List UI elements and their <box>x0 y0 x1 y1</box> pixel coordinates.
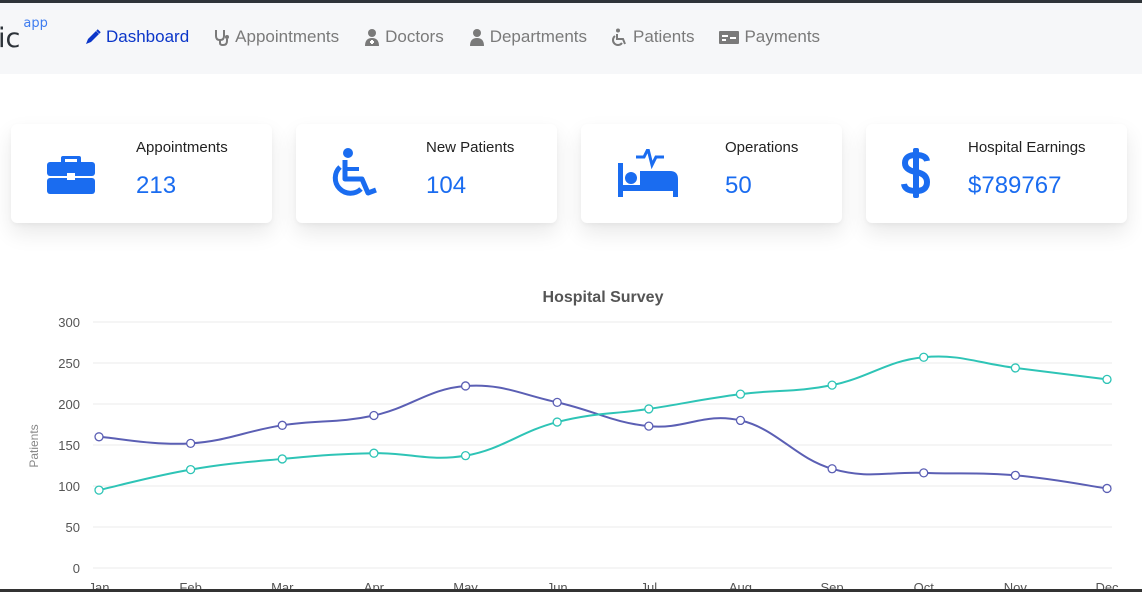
stat-value: $789767 <box>968 172 1062 199</box>
nav-label: Departments <box>489 27 588 46</box>
data-point <box>369 448 379 458</box>
stat-label: Operations <box>725 139 799 156</box>
data-point <box>644 404 654 414</box>
data-point <box>919 468 929 478</box>
briefcase-icon <box>47 156 95 194</box>
top-navbar: ic app Dashboard Appointments Doctors Dep… <box>0 0 1142 74</box>
doctor-icon <box>365 29 380 46</box>
main-nav: Dashboard Appointments Doctors Departmen… <box>84 23 820 51</box>
data-point <box>277 420 287 430</box>
data-point <box>185 464 196 475</box>
data-point <box>735 389 746 399</box>
brand-sup: app <box>23 16 48 31</box>
stethoscope-icon <box>215 30 230 46</box>
data-point <box>552 417 562 427</box>
bottom-border <box>0 589 1142 592</box>
y-tick-label: 200 <box>58 397 80 412</box>
nav-item-departments[interactable]: Departments <box>468 23 587 51</box>
nav-label: Doctors <box>385 27 444 46</box>
nav-label: Appointments <box>235 27 340 46</box>
nav-item-dashboard[interactable]: Dashboard <box>84 23 189 51</box>
wheelchair-icon <box>612 28 626 46</box>
data-point <box>1010 470 1021 480</box>
nav-item-payments[interactable]: Payments <box>718 23 820 51</box>
data-point <box>460 381 471 391</box>
hospital-bed-icon <box>618 149 678 197</box>
hospital-survey-chart: Hospital Survey Patients 0 50 100 150 200 250… <box>0 270 1142 595</box>
y-tick-label: 50 <box>66 520 80 535</box>
data-point <box>1102 374 1112 385</box>
data-point <box>369 410 379 421</box>
data-point <box>919 352 929 362</box>
data-point <box>460 451 471 461</box>
y-tick-label: 250 <box>58 356 80 371</box>
payment-card-icon <box>719 31 740 44</box>
chart-title: Hospital Survey <box>543 289 664 306</box>
data-point <box>1010 363 1021 373</box>
dollar-icon <box>901 148 931 198</box>
nav-label: Dashboard <box>106 27 190 46</box>
chart-ylabel: Patients <box>27 424 41 467</box>
data-point <box>735 415 746 426</box>
nav-item-doctors[interactable]: Doctors <box>363 23 444 51</box>
data-point <box>827 464 837 474</box>
data-point <box>827 380 837 390</box>
brand-logo[interactable]: ic app <box>0 16 48 54</box>
stat-card-operations[interactable]: Operations 50 <box>581 124 842 223</box>
chart-y-axis: 0 50 100 150 200 250 300 <box>58 315 80 576</box>
pen-icon <box>86 29 101 44</box>
y-tick-label: 150 <box>58 438 80 453</box>
brand-text: ic <box>0 23 21 54</box>
y-tick-label: 300 <box>58 315 80 330</box>
stat-value: 213 <box>136 172 177 199</box>
chart-series <box>94 352 1112 495</box>
wheelchair-icon <box>332 148 377 196</box>
chart-grid <box>93 321 1112 569</box>
stat-card-appointments[interactable]: Appointments 213 <box>11 124 272 223</box>
series-line-2 <box>98 355 1108 492</box>
nav-label: Payments <box>744 27 821 46</box>
user-icon <box>469 29 484 46</box>
nav-item-appointments[interactable]: Appointments <box>213 23 339 51</box>
stat-value: 50 <box>725 172 752 199</box>
data-point <box>644 421 654 431</box>
chart-svg: Hospital Survey Patients 0 50 100 150 200 250… <box>27 289 1119 595</box>
stat-label: New Patients <box>426 139 515 156</box>
series-line-1 <box>98 384 1108 490</box>
data-point <box>94 485 104 495</box>
data-point <box>552 397 562 408</box>
stat-value: 104 <box>426 172 467 199</box>
data-point <box>185 438 196 449</box>
data-point <box>1102 483 1112 494</box>
data-point <box>94 432 104 442</box>
data-point <box>277 454 287 464</box>
y-tick-label: 0 <box>73 561 80 576</box>
nav-label: Patients <box>633 27 695 46</box>
stat-label: Hospital Earnings <box>968 139 1086 156</box>
stat-card-new-patients[interactable]: New Patients 104 <box>296 124 557 223</box>
stat-card-hospital-earnings[interactable]: Hospital Earnings $789767 <box>866 124 1127 223</box>
nav-item-patients[interactable]: Patients <box>611 23 694 51</box>
y-tick-label: 100 <box>58 479 80 494</box>
stat-label: Appointments <box>136 139 228 156</box>
